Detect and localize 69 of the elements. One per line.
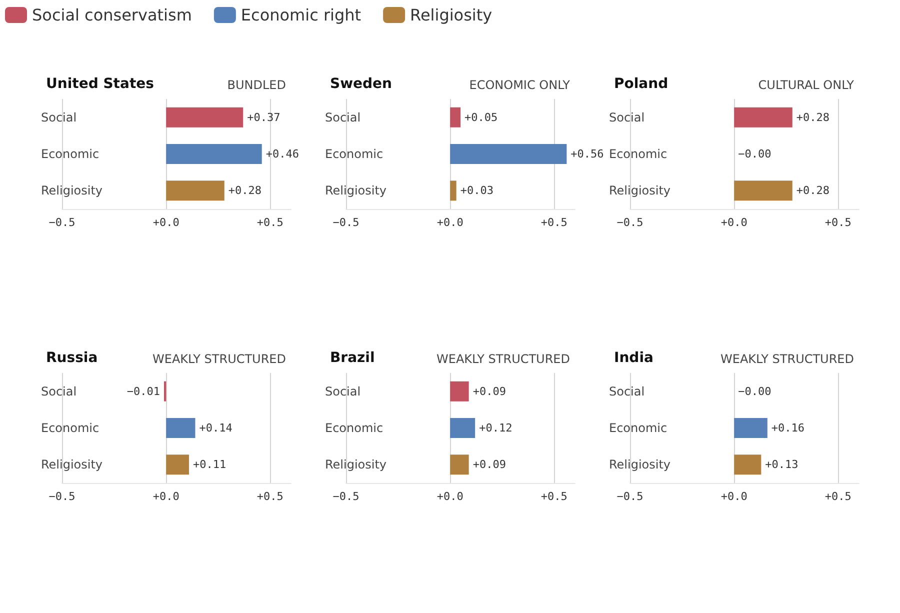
x-tick-label: −0.5 xyxy=(332,216,360,229)
x-tick-label: −0.5 xyxy=(616,216,644,229)
data-label: −0.01 xyxy=(126,384,160,398)
y-tick-label: Economic xyxy=(41,421,100,435)
legend-label: Religiosity xyxy=(410,6,492,24)
y-tick-label: Economic xyxy=(325,421,384,435)
chart-subtitle: CULTURAL ONLY xyxy=(758,78,855,92)
y-tick-label: Religiosity xyxy=(609,184,671,198)
y-tick-label: Social xyxy=(325,110,361,124)
data-label: +0.12 xyxy=(479,422,512,434)
x-tick-label: +0.0 xyxy=(152,490,180,503)
data-label: +0.28 xyxy=(228,184,262,198)
data-label: +0.05 xyxy=(464,110,498,124)
data-label: +0.11 xyxy=(192,458,226,472)
y-tick-label: Religiosity xyxy=(325,458,387,472)
chart-title: United States xyxy=(46,76,154,92)
y-tick-label: Social xyxy=(41,110,77,124)
chart-subtitle: ECONOMIC ONLY xyxy=(469,78,571,92)
x-tick-label: −0.5 xyxy=(332,490,360,503)
chart-subtitle: WEAKLY STRUCTURED xyxy=(152,352,286,366)
y-tick-label: Economic xyxy=(609,421,668,435)
x-tick-label: +0.5 xyxy=(540,216,568,229)
chart-title: Brazil xyxy=(330,350,375,366)
data-label: +0.16 xyxy=(771,422,805,434)
x-tick-label: +0.5 xyxy=(256,490,284,503)
chart-subtitle: WEAKLY STRUCTURED xyxy=(436,352,570,366)
chart-title: Poland xyxy=(614,76,668,92)
y-tick-label: Economic xyxy=(325,147,384,161)
data-label: +0.13 xyxy=(765,458,798,472)
chart-title: Russia xyxy=(46,350,98,366)
x-tick-label: +0.0 xyxy=(720,216,748,229)
legend-label: Social conservatism xyxy=(32,6,192,24)
legend-label: Economic right xyxy=(240,6,362,24)
data-label: +0.09 xyxy=(472,458,506,472)
data-label: +0.28 xyxy=(796,110,830,124)
x-tick-label: +0.5 xyxy=(256,216,284,229)
data-label: +0.09 xyxy=(472,384,506,398)
data-label: +0.46 xyxy=(266,148,299,160)
y-tick-label: Social xyxy=(609,384,645,398)
y-tick-label: Social xyxy=(41,384,77,398)
chart-subtitle: BUNDLED xyxy=(227,78,286,92)
x-tick-label: +0.0 xyxy=(436,216,464,229)
data-label: −0.00 xyxy=(738,384,772,398)
data-label: +0.56 xyxy=(570,148,604,160)
chart-title: India xyxy=(614,350,654,366)
data-label: −0.00 xyxy=(738,148,772,160)
data-label: +0.14 xyxy=(199,422,233,434)
data-label: +0.03 xyxy=(460,184,494,198)
y-tick-label: Social xyxy=(325,384,361,398)
x-tick-label: +0.0 xyxy=(436,490,464,503)
x-tick-label: −0.5 xyxy=(616,490,644,503)
y-tick-label: Religiosity xyxy=(325,184,387,198)
y-tick-label: Religiosity xyxy=(41,184,103,198)
chart-title: Sweden xyxy=(330,76,392,92)
x-tick-label: +0.5 xyxy=(540,490,568,503)
x-tick-label: −0.5 xyxy=(48,490,76,503)
y-tick-label: Economic xyxy=(609,147,668,161)
y-tick-label: Religiosity xyxy=(41,458,103,472)
x-tick-label: −0.5 xyxy=(48,216,76,229)
x-tick-label: +0.0 xyxy=(720,490,748,503)
x-tick-label: +0.5 xyxy=(824,216,852,229)
data-label: +0.28 xyxy=(796,184,830,198)
chart-subtitle: WEAKLY STRUCTURED xyxy=(720,352,854,366)
y-tick-label: Economic xyxy=(41,147,100,161)
y-tick-label: Religiosity xyxy=(609,458,671,472)
data-label: +0.37 xyxy=(247,110,280,124)
x-tick-label: +0.0 xyxy=(152,216,180,229)
x-tick-label: +0.5 xyxy=(824,490,852,503)
y-tick-label: Social xyxy=(609,110,645,124)
